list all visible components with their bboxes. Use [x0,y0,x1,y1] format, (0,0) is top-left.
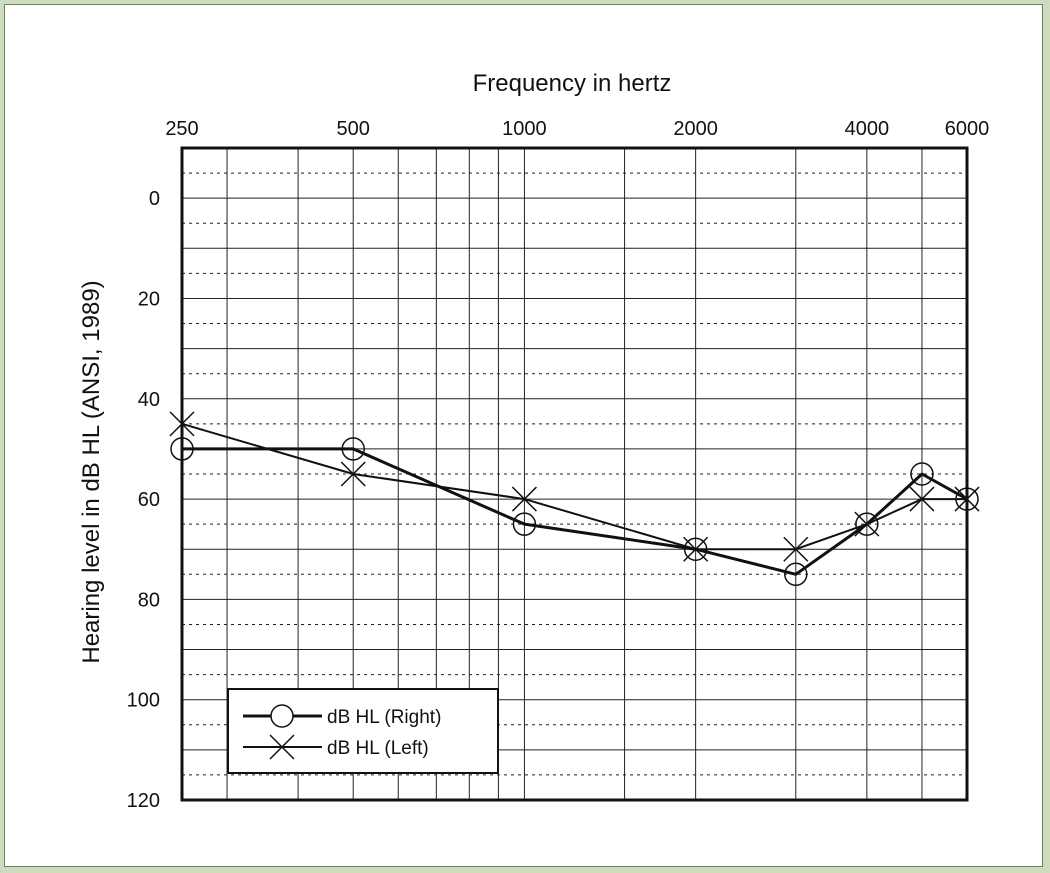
x-tick-label: 250 [165,118,198,140]
x-tick-label: 500 [337,118,370,140]
plot-border [180,146,969,802]
circle-marker [784,562,808,587]
x-marker [511,486,537,512]
x-marker [909,486,935,512]
y-tick-label: 100 [127,690,160,712]
circle-marker [512,512,537,536]
x-tick-labels: 250 500 1000 2000 4000 6000 [165,118,989,140]
series-left [169,411,980,562]
series-line [182,447,968,576]
circle-marker [855,512,879,536]
y-tick-label: 0 [149,188,160,210]
y-tick-label: 80 [138,589,160,611]
legend: dB HL (Right) dB HL (Left) [227,688,499,774]
x-tick-label: 1000 [502,118,547,140]
x-tick-label: 2000 [673,118,718,140]
legend-label: dB HL (Right) [327,707,441,728]
legend-box [227,688,499,774]
y-tick-label: 40 [138,389,160,411]
x-marker [854,511,880,537]
legend-label: dB HL (Left) [327,738,429,759]
x-marker [683,536,709,562]
x-tick-label: 4000 [845,118,890,140]
legend-circle-marker [270,704,294,728]
y-tick-label: 120 [127,790,160,812]
x-tick-label: 6000 [945,118,990,140]
y-tick-labels: 0 20 40 60 80 100 120 [127,188,160,812]
circle-marker [341,437,365,461]
circle-marker [910,462,934,486]
series-layer [169,411,980,587]
chart-panel: 250 500 1000 2000 4000 6000 0 20 40 60 80 100 120 F… [4,4,1043,867]
series-right [170,437,979,587]
series-line [181,422,967,551]
x-axis-title: Frequency in hertz [473,70,672,97]
audiogram-chart: 250 500 1000 2000 4000 6000 0 20 40 60 80 100 120 F… [78,70,989,812]
legend-x-marker [269,734,295,760]
x-marker [340,461,366,487]
y-tick-label: 20 [138,288,160,310]
y-axis-title: Hearing level in dB HL (ANSI, 1989) [78,280,105,663]
y-tick-label: 60 [138,489,160,511]
x-marker [783,536,809,562]
